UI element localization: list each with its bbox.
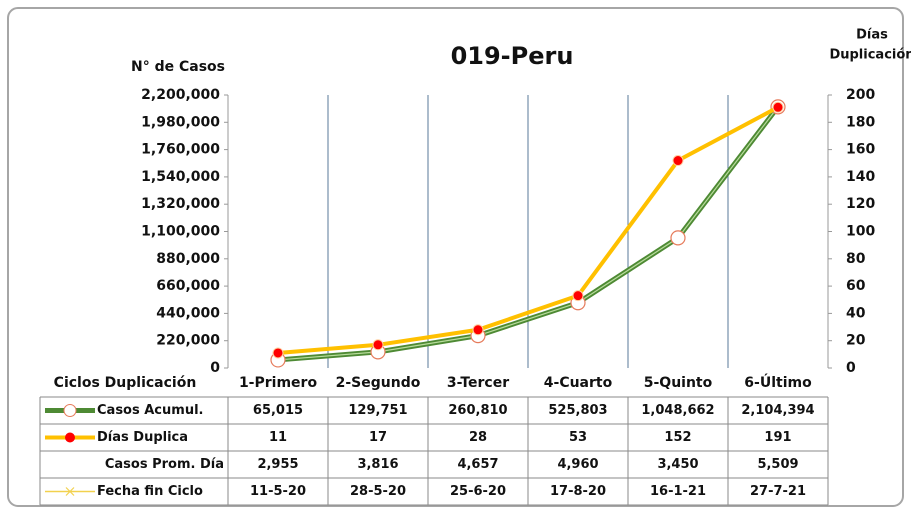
marker: [672, 155, 684, 167]
legend-marker: [63, 404, 77, 417]
marker: [272, 347, 284, 359]
table-cell: 16-1-21: [650, 484, 706, 499]
table-cell: 4,657: [457, 457, 498, 472]
legend-marker: [65, 487, 75, 496]
chart-frame: [7, 7, 904, 507]
y-tick-label: 220,000: [156, 333, 220, 349]
table-cell: 2,955: [257, 457, 298, 472]
y-tick-label: 1,100,000: [141, 224, 220, 240]
table-cell: 129,751: [348, 403, 407, 418]
marker: [372, 339, 384, 351]
y2-tick-label: 120: [846, 196, 875, 212]
series-line: [277, 105, 779, 355]
table-cell: 2,104,394: [741, 403, 814, 418]
legend-label: Fecha fin Ciclo: [97, 484, 203, 499]
marker: [670, 230, 686, 246]
table-cell: 11-5-20: [250, 484, 306, 499]
table-cell: 525,803: [548, 403, 607, 418]
y2-tick-label: 20: [846, 333, 866, 349]
table-cell: 5,509: [757, 457, 798, 472]
y2-tick-label: 200: [846, 87, 875, 103]
table-cell: 191: [764, 430, 791, 445]
table-header: Ciclos Duplicación: [54, 375, 197, 391]
y-tick-label: 1,760,000: [141, 142, 220, 158]
table-cell: 27-7-21: [750, 484, 806, 499]
table-cell: 28-5-20: [350, 484, 406, 499]
category-label: 1-Primero: [239, 375, 318, 391]
legend-label: Casos Prom. Día: [105, 457, 224, 472]
y2-tick-label: 80: [846, 251, 866, 267]
chart-title: 019-Peru: [451, 42, 574, 70]
table-cell: 4,960: [557, 457, 598, 472]
table-cell: 65,015: [253, 403, 303, 418]
y2-tick-label: 40: [846, 305, 866, 321]
y2-axis-label: Días: [856, 28, 888, 43]
table-cell: 1,048,662: [641, 403, 714, 418]
y-tick-label: 2,200,000: [141, 87, 220, 103]
table-cell: 3,450: [657, 457, 698, 472]
category-label: 5-Quinto: [644, 375, 713, 391]
marker: [572, 290, 584, 302]
y-tick-label: 440,000: [156, 305, 220, 321]
y2-tick-label: 0: [846, 360, 856, 376]
y-tick-label: 880,000: [156, 251, 220, 267]
table-cell: 260,810: [448, 403, 507, 418]
y-tick-label: 1,320,000: [141, 196, 220, 212]
y-tick-label: 1,540,000: [141, 169, 220, 185]
category-label: 6-Último: [744, 373, 812, 391]
category-label: 4-Cuarto: [544, 375, 613, 391]
category-label: 3-Tercer: [447, 375, 509, 391]
marker: [772, 101, 784, 113]
y-tick-label: 0: [210, 360, 220, 376]
table-cell: 3,816: [357, 457, 398, 472]
table-cell: 11: [269, 430, 287, 445]
table-cell: 17-8-20: [550, 484, 606, 499]
legend-label: Casos Acumul.: [97, 403, 203, 418]
series-line-inner: [277, 106, 779, 361]
marker: [472, 324, 484, 336]
y-tick-label: 1,980,000: [141, 114, 220, 130]
category-label: 2-Segundo: [336, 375, 421, 391]
y-axis-label: N° de Casos: [131, 59, 225, 75]
table-cell: 28: [469, 430, 487, 445]
y2-tick-label: 180: [846, 114, 875, 130]
y2-tick-label: 100: [846, 224, 875, 240]
y2-tick-label: 60: [846, 278, 866, 294]
table-cell: 53: [569, 430, 587, 445]
legend-label: Días Duplica: [97, 430, 188, 445]
table-cell: 17: [369, 430, 387, 445]
y2-axis-label: Duplicación: [829, 48, 911, 63]
y2-tick-label: 140: [846, 169, 875, 185]
y2-tick-label: 160: [846, 142, 875, 158]
legend-marker: [65, 432, 75, 443]
table-cell: 25-6-20: [450, 484, 506, 499]
table-cell: 152: [664, 430, 691, 445]
y-tick-label: 660,000: [156, 278, 220, 294]
